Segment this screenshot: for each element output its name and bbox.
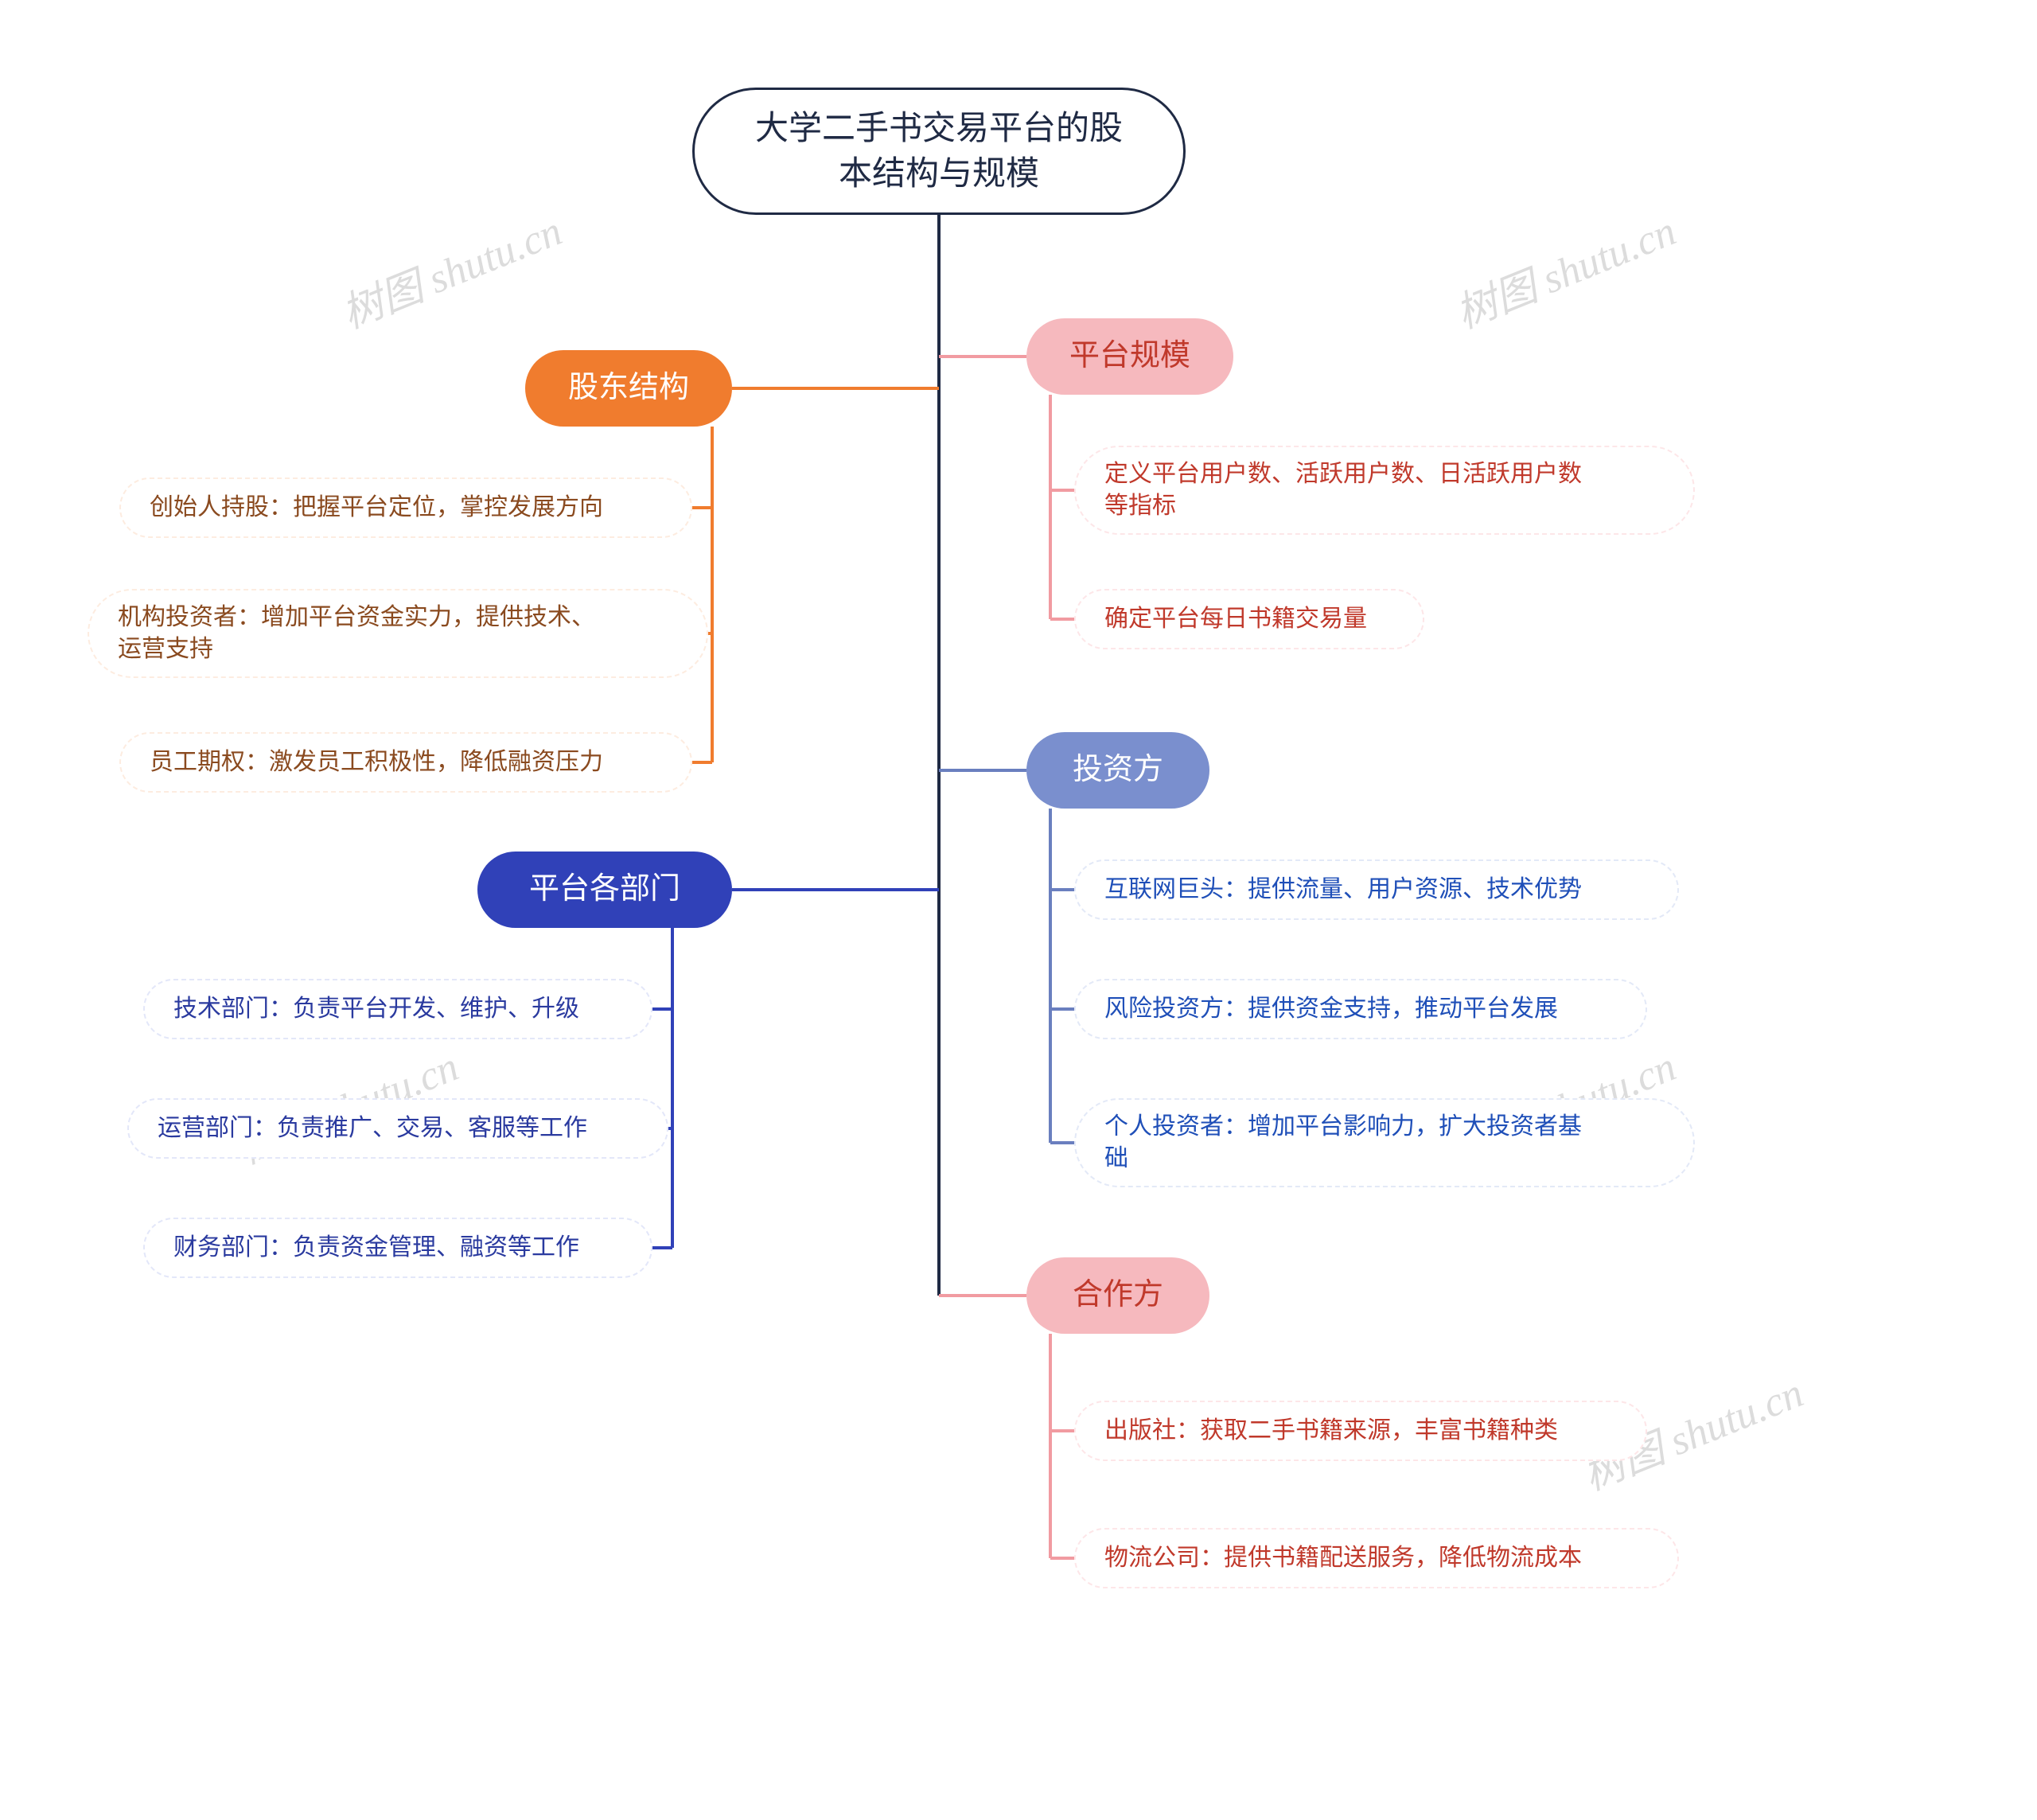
watermark: 树图 shutu.cn <box>332 197 570 340</box>
branch-shareholder-structure[interactable]: 股东结构 <box>525 350 732 427</box>
mindmap-canvas: 树图 shutu.cn 树图 shutu.cn 树图 shutu.cn 树图 s… <box>0 0 2037 1820</box>
leaf-node[interactable]: 出版社：获取二手书籍来源，丰富书籍种类 <box>1074 1401 1647 1461</box>
branch-platform-scale[interactable]: 平台规模 <box>1026 318 1233 395</box>
connector-layer <box>0 0 2037 1820</box>
watermark: 树图 shutu.cn <box>1446 197 1684 340</box>
leaf-node[interactable]: 风险投资方：提供资金支持，推动平台发展 <box>1074 979 1647 1039</box>
branch-departments[interactable]: 平台各部门 <box>477 852 732 928</box>
leaf-node[interactable]: 员工期权：激发员工积极性，降低融资压力 <box>119 732 692 793</box>
leaf-node[interactable]: 运营部门：负责推广、交易、客服等工作 <box>127 1098 668 1159</box>
leaf-node[interactable]: 定义平台用户数、活跃用户数、日活跃用户数 等指标 <box>1074 446 1695 535</box>
branch-partners[interactable]: 合作方 <box>1026 1257 1209 1334</box>
leaf-node[interactable]: 创始人持股：把握平台定位，掌控发展方向 <box>119 477 692 538</box>
root-node[interactable]: 大学二手书交易平台的股 本结构与规模 <box>692 88 1186 215</box>
leaf-node[interactable]: 物流公司：提供书籍配送服务，降低物流成本 <box>1074 1528 1679 1588</box>
leaf-node[interactable]: 互联网巨头：提供流量、用户资源、技术优势 <box>1074 859 1679 920</box>
branch-investors[interactable]: 投资方 <box>1026 732 1209 809</box>
leaf-node[interactable]: 机构投资者：增加平台资金实力，提供技术、 运营支持 <box>88 589 708 678</box>
leaf-node[interactable]: 确定平台每日书籍交易量 <box>1074 589 1424 649</box>
leaf-node[interactable]: 财务部门：负责资金管理、融资等工作 <box>143 1218 652 1278</box>
leaf-node[interactable]: 技术部门：负责平台开发、维护、升级 <box>143 979 652 1039</box>
leaf-node[interactable]: 个人投资者：增加平台影响力，扩大投资者基 础 <box>1074 1098 1695 1187</box>
